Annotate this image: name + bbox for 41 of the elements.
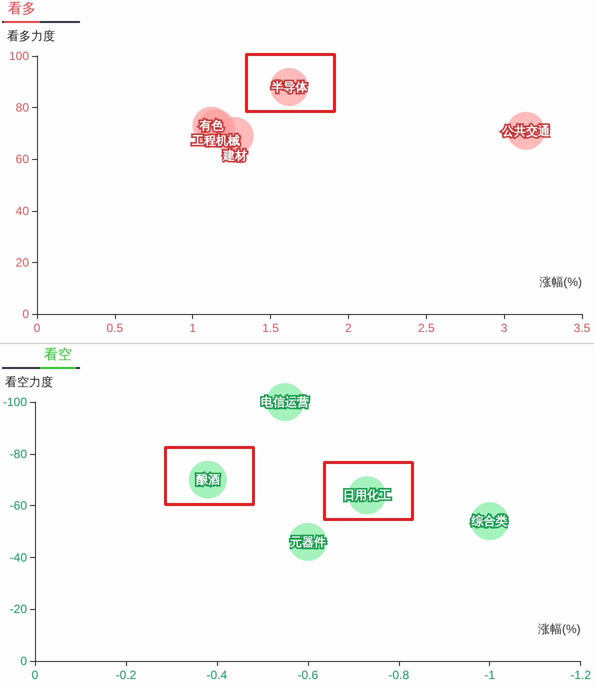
annotation: 建材 [222,148,247,163]
annotation: 酿酒 [196,472,220,487]
y-tick-label: -100 [2,395,28,409]
annotation: 工程机械 [191,134,240,148]
y-tick-label: 60 [16,152,30,166]
x-tick-label: -0.6 [297,668,318,682]
y-tick-label: 80 [16,100,30,115]
x-tick-label: 3.5 [574,321,591,335]
x-tick-label: 0.5 [106,321,124,335]
x-tick-label: 1 [189,321,196,335]
annotation: 元器件 [288,534,326,549]
y-tick-label: -60 [10,498,28,513]
x-tick-label: 3 [500,321,508,335]
x-tick-label: 0 [34,321,41,335]
y-tick-label: -40 [10,550,28,564]
chart-title: 看多 [7,0,37,19]
y-tick-label: 20 [16,255,30,270]
x-tick-label: -1 [484,668,496,682]
x-tick-label: 2 [345,321,352,335]
annotation: 有色 [198,118,224,133]
x-tick-label: -0.4 [206,668,228,682]
x-axis-title: 涨幅(%) [538,622,581,636]
annotation: 半导体 [270,80,308,94]
y-tick-label: 100 [8,49,30,63]
y-tick-label: 40 [16,204,30,218]
x-axis-title: 涨幅(%) [539,275,582,289]
x-tick-label: -1.2 [570,668,592,682]
x-tick-label: 0 [32,668,39,682]
y-tick-label: -80 [10,446,28,461]
x-tick-label: 2.5 [418,321,435,335]
x-tick-label: -0.2 [116,668,137,682]
y-tick-label: 0 [20,654,28,668]
chart-title: 看空 [43,346,73,365]
y-tick-label: 0 [22,307,30,321]
y-tick-label: -20 [10,602,28,616]
annotation: 综合类 [470,514,508,528]
annotation: 公共交通 [500,124,551,138]
y-axis-title: 看空力度 [5,375,54,389]
y-axis-title: 看多力度 [7,29,55,43]
x-tick-label: 1.5 [262,321,280,335]
x-tick-label: -0.8 [388,668,410,682]
